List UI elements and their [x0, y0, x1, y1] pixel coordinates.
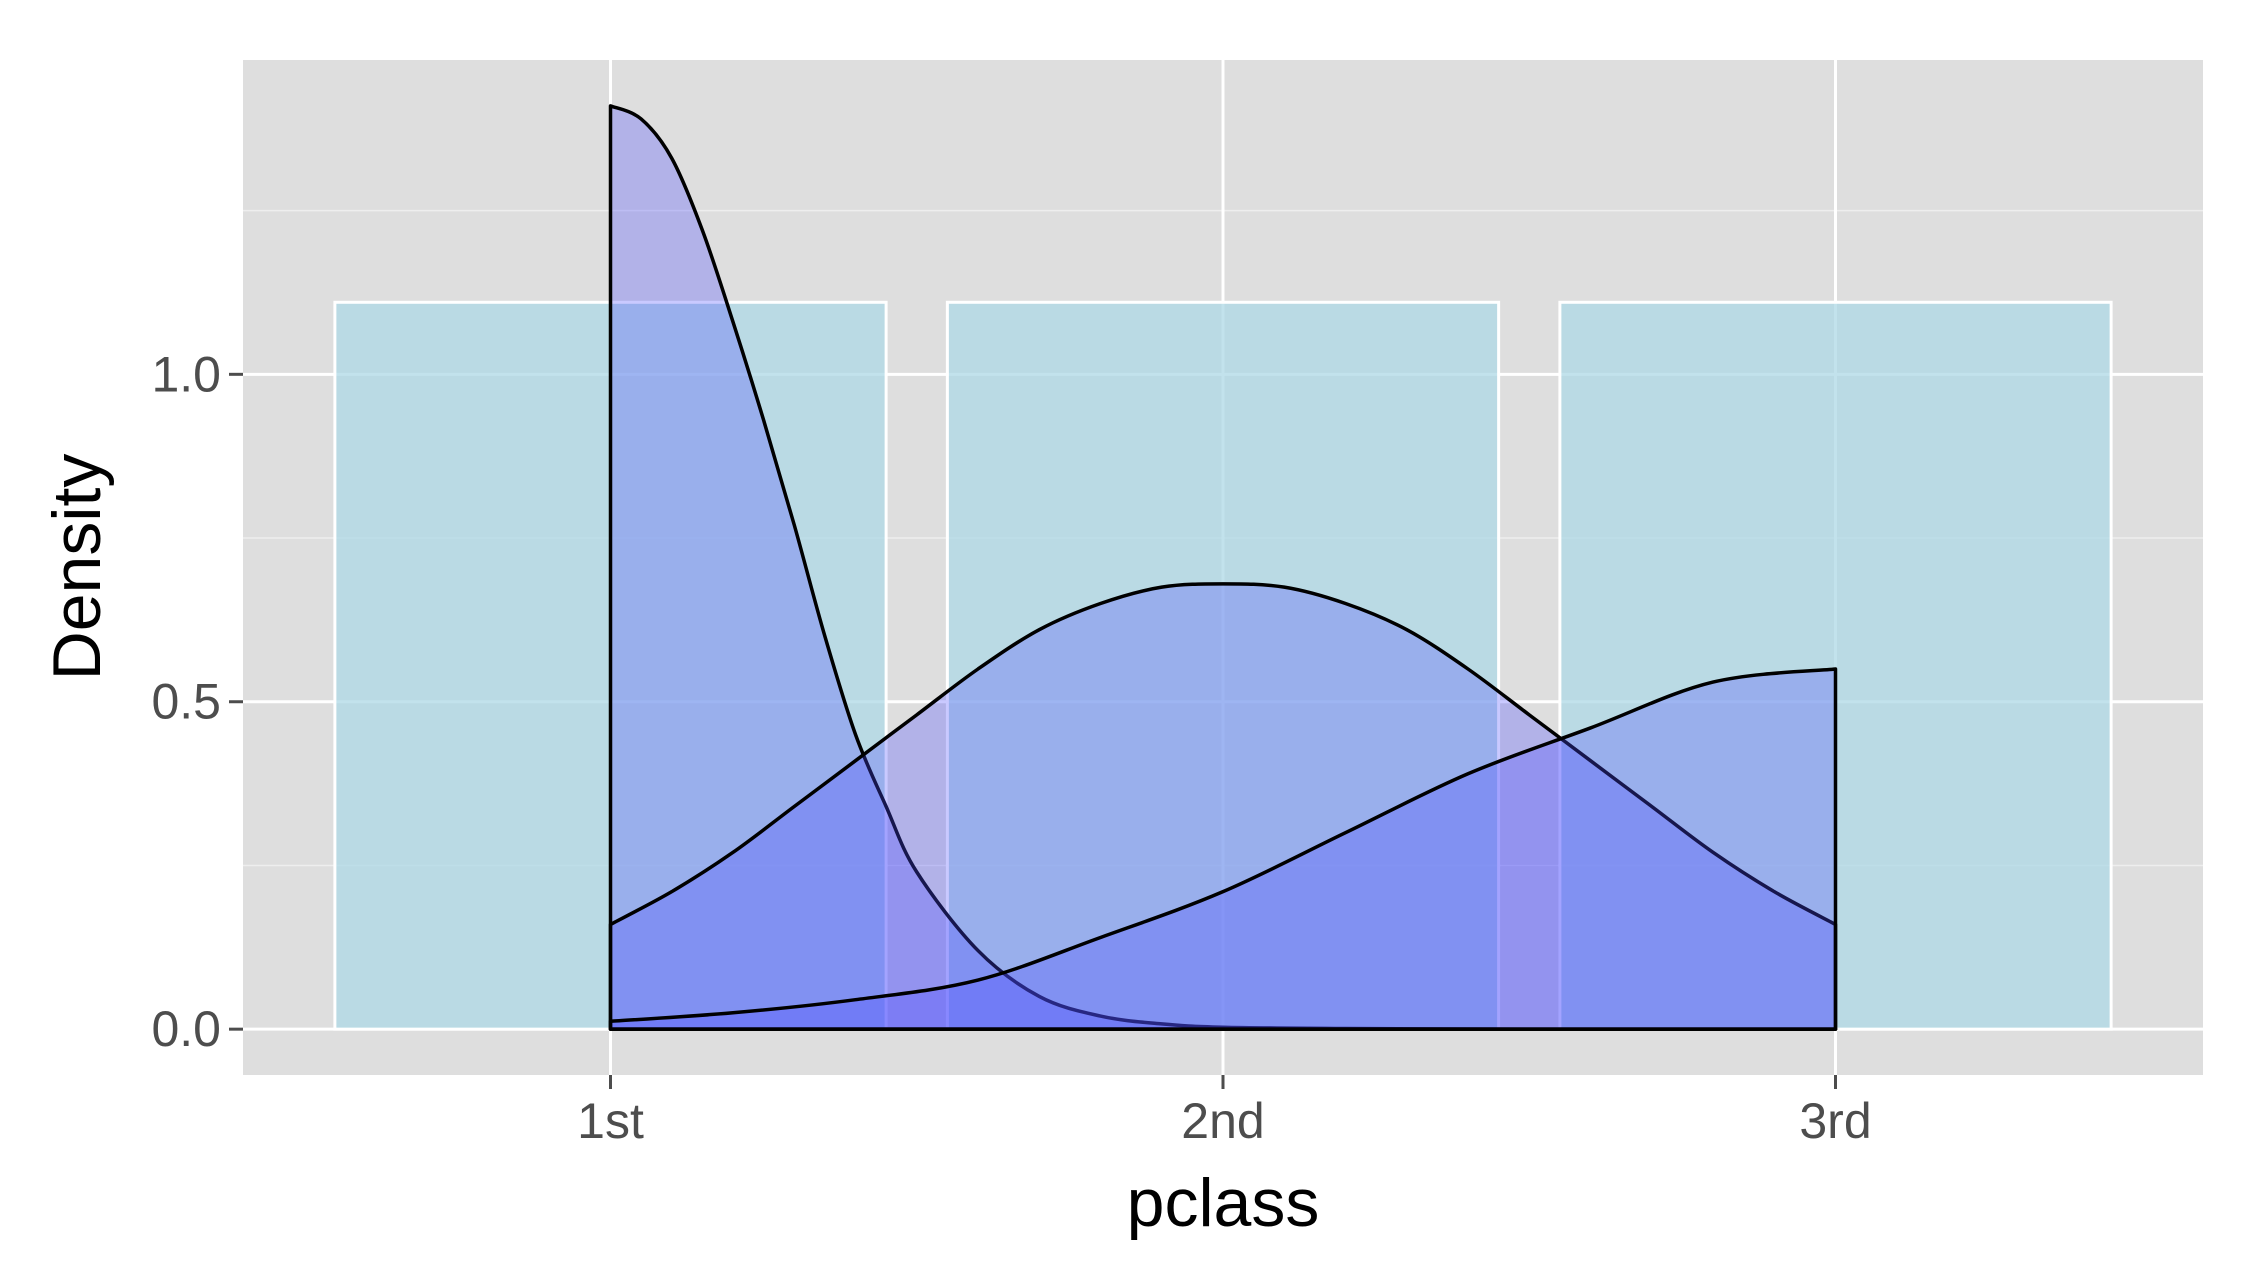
x-tick-label: 1st — [577, 1093, 644, 1149]
y-tick-label: 1.0 — [151, 346, 221, 402]
histogram-bar-2nd — [945, 300, 1501, 1031]
density-area-3 — [608, 667, 1838, 1031]
x-axis-title: pclass — [1127, 1165, 1320, 1241]
density-area-2 — [608, 582, 1838, 1031]
y-tick-label: 0.0 — [151, 1001, 221, 1057]
axes: 0.0 0.5 1.0 1st 2nd 3rd — [151, 346, 1871, 1149]
density-curves — [608, 104, 1838, 1031]
y-axis-title: Density — [39, 454, 115, 681]
y-tick-label: 0.5 — [151, 674, 221, 730]
x-tick-label: 2nd — [1181, 1093, 1264, 1149]
x-tick-label: 3rd — [1799, 1093, 1871, 1149]
